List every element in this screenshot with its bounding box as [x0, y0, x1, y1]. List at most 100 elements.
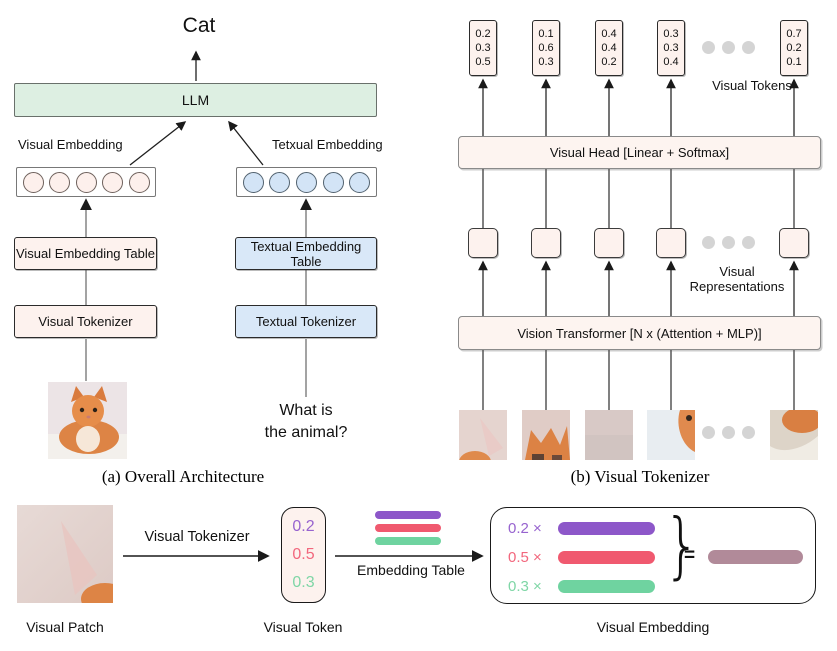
embedding-circle — [22, 171, 44, 193]
dot-icon — [742, 426, 755, 439]
embedding-circle — [128, 171, 150, 193]
embedding-circle — [322, 171, 344, 193]
cat-photo — [48, 382, 127, 459]
weighted-bar-purple — [558, 521, 655, 535]
textual-embedding-label: Tetxual Embedding — [272, 137, 383, 152]
token-value-pink: 0.5 — [292, 546, 315, 563]
visual-representations-label: Visual Representations — [672, 264, 802, 294]
patch-illustration — [459, 410, 507, 460]
image-patch-face-edge — [647, 410, 695, 460]
token-value: 0.2 — [786, 42, 802, 54]
embedding-circle — [49, 171, 70, 193]
visual-token-column-1: 0.2 0.3 0.5 — [469, 20, 497, 76]
token-value: 0.4 — [663, 56, 679, 68]
arrow-visual-emb-to-llm — [129, 121, 187, 166]
textual-embedding-table-box: Textual Embedding Table — [235, 237, 377, 270]
visual-token-column-5: 0.7 0.2 0.1 — [780, 20, 808, 76]
visual-token-column-2: 0.1 0.6 0.3 — [532, 20, 560, 76]
visual-patch-label: Visual Patch — [26, 619, 104, 635]
weight-coefficient: 0.5 × — [508, 548, 542, 566]
weighted-bar-green — [558, 579, 655, 593]
representation-square-2 — [531, 228, 561, 258]
embedding-circle — [269, 171, 291, 193]
dot-icon — [742, 41, 755, 54]
image-patch-paw — [770, 410, 818, 460]
visual-tokenizer-box: Visual Tokenizer — [14, 305, 157, 338]
question-text: What is the animal? — [250, 400, 362, 445]
visual-token-column-3: 0.4 0.4 0.2 — [595, 20, 623, 76]
dot-icon — [722, 41, 735, 54]
weighted-row-3: 0.3 × — [508, 575, 655, 597]
embedding-bar-pink — [375, 524, 441, 532]
textual-tokenizer-box: Textual Tokenizer — [235, 305, 377, 338]
textual-embedding-row — [236, 167, 377, 197]
visual-embedding-row — [16, 167, 156, 197]
question-line-2: the animal? — [264, 424, 348, 442]
dot-icon — [702, 41, 715, 54]
equals-symbol: = — [684, 545, 696, 566]
visual-token-label: Visual Token — [263, 619, 343, 635]
visual-representations-line-2: Representations — [689, 279, 785, 294]
brace-symbol: } — [663, 503, 701, 587]
ellipsis-dots-tokens — [702, 41, 755, 54]
token-value-purple: 0.2 — [292, 518, 315, 535]
question-line-1: What is — [279, 402, 333, 419]
token-value: 0.2 — [601, 56, 617, 68]
token-value: 0.3 — [663, 28, 679, 40]
vision-transformer-box: Vision Transformer [N x (Attention + MLP… — [458, 316, 821, 350]
dot-icon — [722, 236, 735, 249]
weight-coefficient: 0.3 × — [508, 577, 542, 595]
output-word: Cat — [182, 14, 216, 37]
token-value: 0.3 — [475, 42, 491, 54]
weighted-row-2: 0.5 × — [508, 546, 655, 568]
token-value-green: 0.3 — [292, 574, 315, 591]
embedding-circle — [349, 171, 371, 193]
weight-coefficient: 0.2 × — [508, 519, 542, 537]
patch-illustration — [647, 410, 695, 460]
token-value: 0.3 — [663, 42, 679, 54]
image-patch-head — [522, 410, 570, 460]
representation-square-5 — [779, 228, 809, 258]
token-value: 0.6 — [538, 42, 554, 54]
weighted-row-1: 0.2 × — [508, 517, 655, 539]
cat-photo-illustration — [48, 382, 127, 459]
visual-token-column-4: 0.3 0.3 0.4 — [657, 20, 685, 76]
embedding-circle — [102, 171, 123, 193]
visual-token-box: 0.2 0.5 0.3 — [281, 507, 326, 603]
visual-embedding-box: 0.2 × 0.5 × 0.3 × } = — [490, 503, 816, 604]
dot-icon — [702, 426, 715, 439]
token-value: 0.2 — [475, 28, 491, 40]
visual-tokens-label: Visual Tokens — [712, 78, 792, 93]
visual-representations-line-1: Visual — [719, 264, 755, 279]
token-value: 0.4 — [601, 42, 617, 54]
embedding-table-arrow-label: Embedding Table — [357, 562, 465, 578]
visual-embedding-result-label: Visual Embedding — [596, 619, 710, 635]
image-patch-ear — [459, 410, 507, 460]
representation-square-1 — [468, 228, 498, 258]
dot-icon — [722, 426, 735, 439]
token-value: 0.5 — [475, 56, 491, 68]
arrow-textual-emb-to-llm — [228, 120, 264, 166]
token-value: 0.1 — [786, 56, 802, 68]
patch-illustration — [770, 410, 818, 460]
patch-illustration — [522, 410, 570, 460]
visual-embedding-label: Visual Embedding — [18, 137, 123, 152]
weighted-bar-pink — [558, 550, 655, 564]
embedding-bar-purple — [375, 511, 441, 519]
token-value: 0.3 — [538, 56, 554, 68]
visual-embedding-table-box: Visual Embedding Table — [14, 237, 157, 270]
visual-head-box: Visual Head [Linear + Softmax] — [458, 136, 821, 169]
ellipsis-dots-patches — [702, 426, 755, 439]
image-patch-blur — [585, 410, 633, 460]
tokenizer-arrow-label: Visual Tokenizer — [144, 529, 250, 545]
token-value: 0.4 — [601, 28, 617, 40]
visual-patch-illustration — [17, 505, 113, 603]
dot-icon — [742, 236, 755, 249]
embedding-circle — [75, 171, 97, 193]
embedding-circle — [295, 171, 317, 193]
embedding-bar-green — [375, 537, 441, 545]
ellipsis-dots-representations — [702, 236, 755, 249]
dot-icon — [702, 236, 715, 249]
caption-panel-a: (a) Overall Architecture — [101, 467, 265, 486]
